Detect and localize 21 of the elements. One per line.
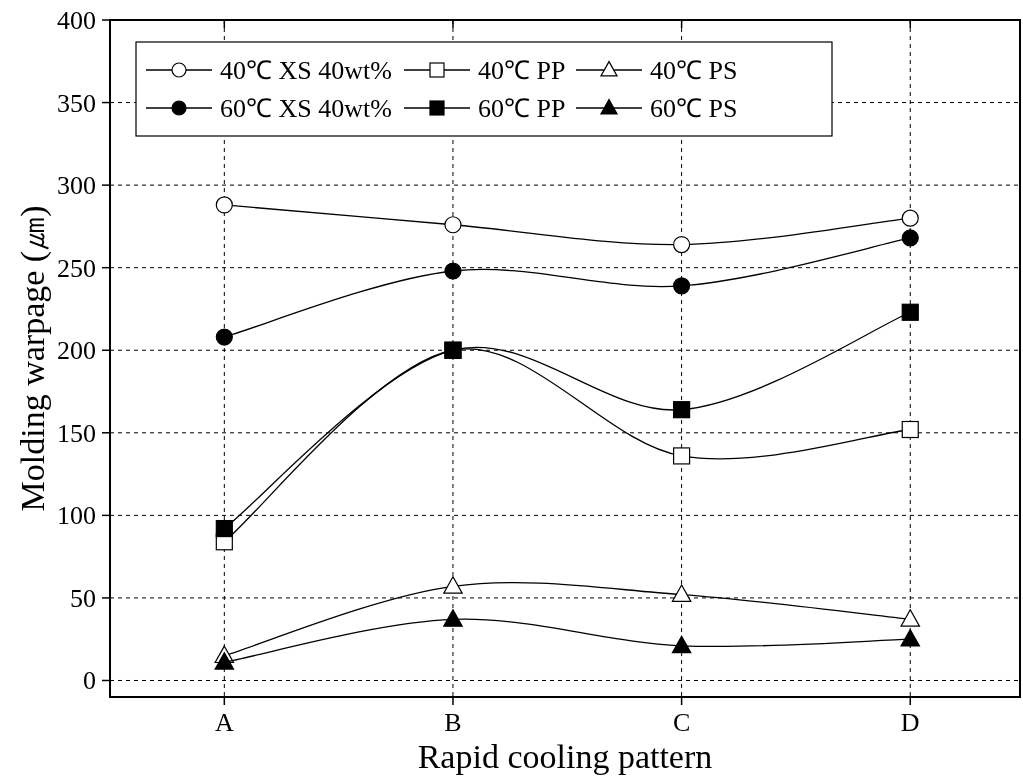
y-axis-title: Molding warpage (㎛) <box>14 205 52 512</box>
legend-label: 40℃ PP <box>478 56 566 85</box>
y-tick-label: 50 <box>70 583 96 613</box>
legend-label: 60℃ XS 40wt% <box>220 94 392 123</box>
x-tick-label: C <box>672 708 691 737</box>
legend-label: 40℃ PS <box>650 56 738 85</box>
legend-label: 60℃ PP <box>478 94 566 123</box>
x-tick-label: B <box>444 708 462 737</box>
y-tick-label: 100 <box>57 501 96 531</box>
x-axis-title: Rapid cooling pattern <box>417 738 713 775</box>
legend-label: 60℃ PS <box>650 94 738 123</box>
x-tick-label: A <box>214 708 234 737</box>
y-tick-label: 300 <box>57 171 96 201</box>
y-tick-label: 250 <box>57 253 96 283</box>
y-tick-label: 350 <box>57 88 96 118</box>
legend-label: 40℃ XS 40wt% <box>220 56 392 85</box>
y-tick-label: 0 <box>83 666 96 696</box>
x-tick-label: D <box>900 708 920 737</box>
y-tick-label: 200 <box>57 336 96 366</box>
y-tick-label: 150 <box>57 418 96 448</box>
y-tick-label: 400 <box>57 6 96 35</box>
